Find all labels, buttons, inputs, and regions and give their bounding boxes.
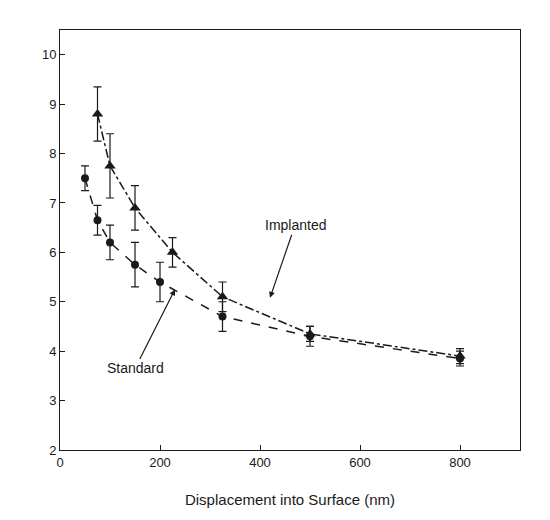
svg-text:200: 200 (149, 455, 171, 470)
svg-text:800: 800 (449, 455, 471, 470)
svg-text:9: 9 (49, 97, 56, 112)
svg-text:Displacement into Surface (nm): Displacement into Surface (nm) (185, 491, 395, 508)
svg-text:4: 4 (49, 344, 56, 359)
svg-text:5: 5 (49, 294, 56, 309)
svg-text:10: 10 (42, 47, 56, 62)
svg-text:Implanted: Implanted (265, 217, 326, 233)
svg-text:Standard: Standard (107, 360, 164, 376)
svg-text:0: 0 (56, 455, 63, 470)
svg-text:3: 3 (49, 393, 56, 408)
svg-text:2: 2 (49, 443, 56, 458)
svg-text:7: 7 (49, 195, 56, 210)
svg-text:8: 8 (49, 146, 56, 161)
svg-text:600: 600 (349, 455, 371, 470)
svg-text:400: 400 (249, 455, 271, 470)
svg-text:6: 6 (49, 245, 56, 260)
